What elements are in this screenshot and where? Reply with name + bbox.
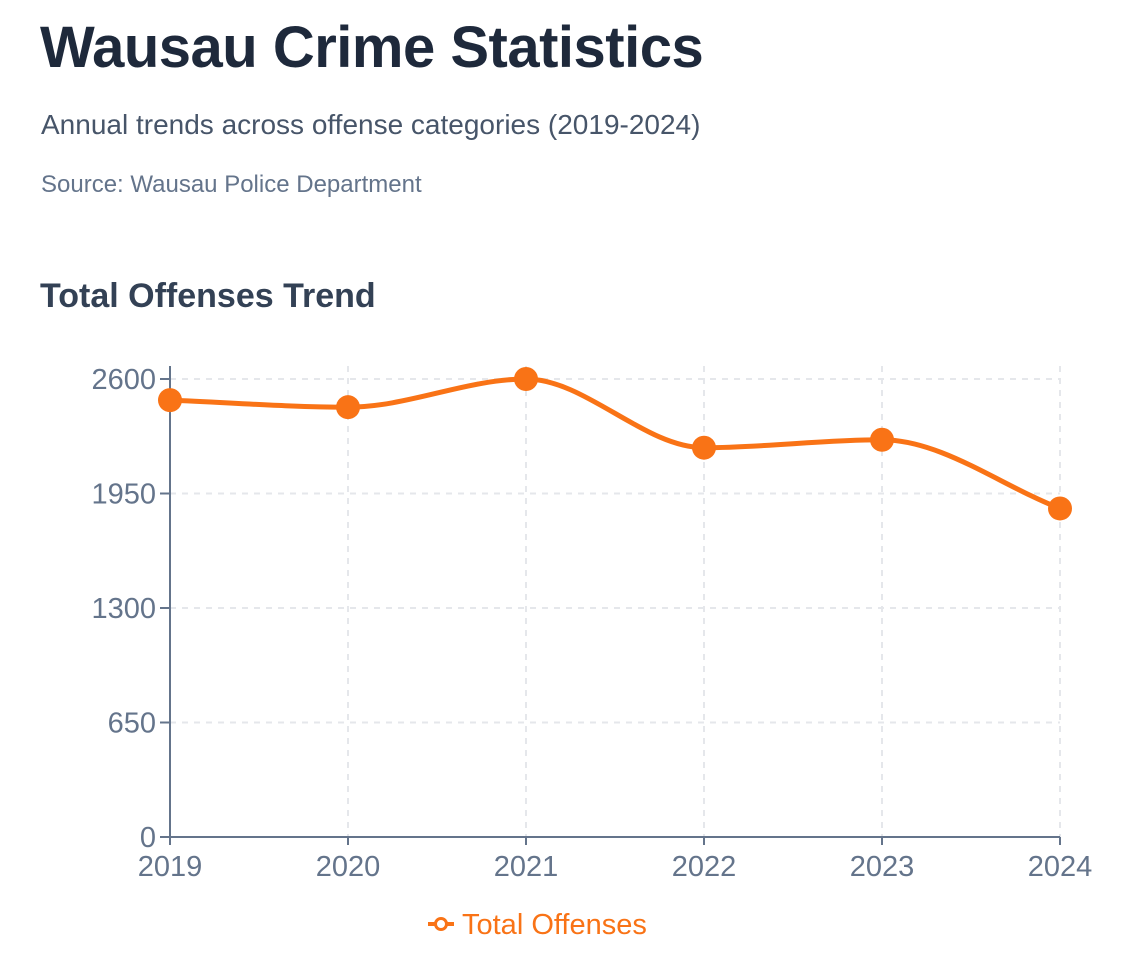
data-point-2022[interactable]	[692, 435, 716, 460]
legend-marker-icon	[434, 917, 448, 931]
y-tick-label: 1300	[91, 593, 156, 625]
data-point-2023[interactable]	[870, 427, 894, 452]
data-point-2020[interactable]	[336, 395, 360, 420]
y-tick-label: 1950	[91, 479, 156, 511]
y-tick-label: 2600	[91, 364, 156, 396]
page-subtitle: Annual trends across offense categories …	[41, 109, 701, 140]
x-tick-label: 2019	[138, 851, 203, 883]
x-tick-label: 2023	[850, 851, 915, 883]
page-title: Wausau Crime Statistics	[40, 15, 704, 80]
grid-lines	[170, 366, 1061, 837]
legend-label: Total Offenses	[462, 909, 647, 941]
x-tick-label: 2020	[316, 851, 381, 883]
x-tick-label: 2022	[672, 851, 737, 883]
source-note: Source: Wausau Police Department	[41, 171, 422, 198]
series-layer	[158, 367, 1072, 521]
data-point-2024[interactable]	[1048, 496, 1072, 521]
y-tick-label: 0	[140, 822, 156, 854]
data-point-2021[interactable]	[514, 367, 538, 391]
series-line-total-offenses	[167, 376, 1063, 511]
axes: 0 650 1300 1950 2600 2019 2020 2021 2022 2023 2024	[91, 364, 1092, 883]
x-tick-label: 2021	[494, 851, 559, 883]
data-point-2019[interactable]	[158, 388, 182, 413]
chart-title: Total Offenses Trend	[40, 277, 376, 315]
legend[interactable]: Total Offenses	[428, 909, 647, 941]
y-tick-label: 650	[108, 708, 156, 740]
x-tick-label: 2024	[1028, 851, 1093, 883]
